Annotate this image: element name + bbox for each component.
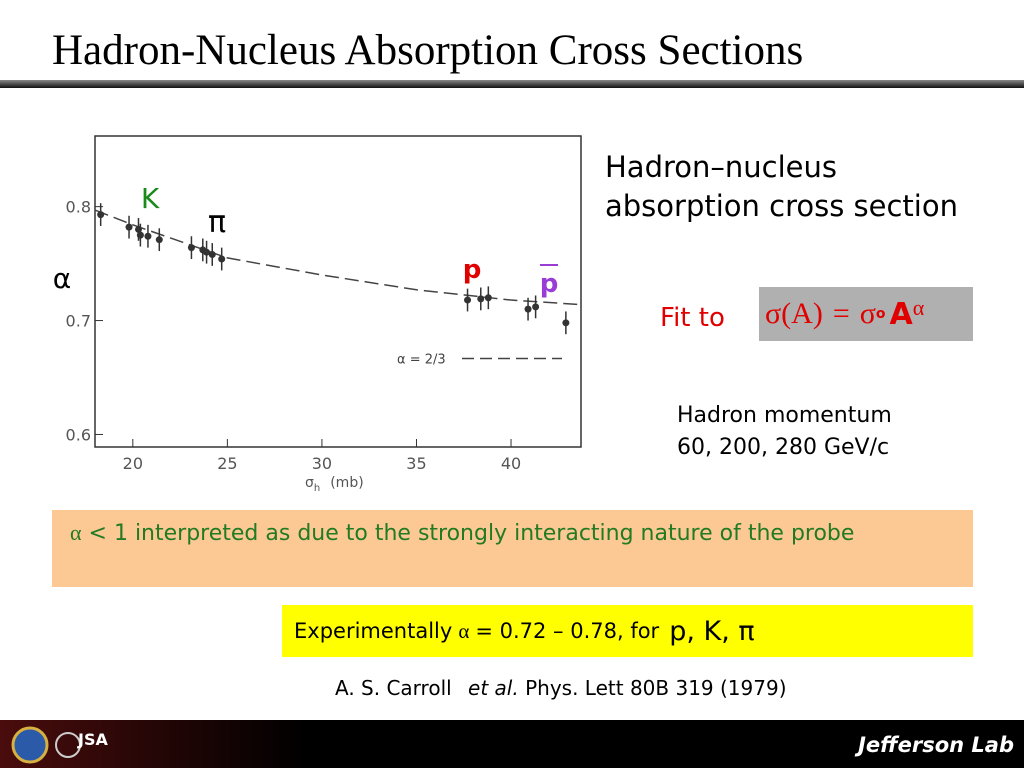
reference-label: α = 2/3	[397, 352, 446, 367]
result-prefix: Experimentally	[294, 619, 453, 643]
title-rule	[0, 80, 1024, 88]
data-point	[532, 303, 540, 311]
chart: 0.6 0.7 0.8 20 25 30 35 40 α σh (mb) α = 2/3 Kπ p p	[53, 135, 582, 494]
note-text: < 1 interpreted as due to the strongly i…	[88, 521, 855, 546]
description: Hadron–nucleus absorption cross section	[605, 148, 958, 226]
data-point	[136, 231, 144, 239]
description-line: absorption cross section	[605, 189, 958, 223]
formula-base: A	[889, 296, 913, 332]
citation: A. S. Carroll et al. Phys. Lett 80B 319 …	[335, 676, 787, 700]
x-tick-label: 25	[217, 454, 237, 473]
fit-label: Fit to	[660, 303, 725, 333]
citation-author: A. S. Carroll	[335, 676, 452, 700]
particle-label: π	[208, 205, 226, 240]
citation-journal: Phys. Lett 80B 319 (1979)	[525, 676, 787, 700]
particle-label: p	[463, 255, 482, 285]
data-point	[524, 305, 532, 313]
data-point	[562, 319, 570, 327]
slide-title: Hadron-Nucleus Absorption Cross Sections	[52, 27, 804, 74]
data-point	[187, 244, 195, 252]
note-box: α < 1 interpreted as due to the strongly…	[52, 510, 973, 587]
particle-label: K	[141, 182, 160, 215]
x-label-unit: (mb)	[330, 475, 363, 491]
footer	[0, 720, 1024, 768]
formula-sub: o	[875, 306, 886, 322]
y-tick-label: 0.6	[66, 425, 91, 444]
plot-frame	[94, 135, 582, 448]
x-label-symbol: σ	[305, 475, 314, 491]
x-label-subscript: h	[314, 483, 320, 494]
data-point	[97, 211, 105, 219]
data-point	[477, 295, 485, 303]
data-point	[203, 248, 211, 256]
momentum: Hadron momentum 60, 200, 280 GeV/c	[677, 400, 892, 464]
description-line: Hadron–nucleus	[605, 150, 837, 184]
x-tick-label: 40	[501, 454, 521, 473]
y-axis-label: α	[53, 262, 71, 295]
result-text: = 0.72 – 0.78, for	[475, 619, 660, 643]
x-tick-label: 35	[406, 454, 426, 473]
footer-logos	[11, 726, 81, 764]
momentum-line: 60, 200, 280 GeV/c	[677, 435, 890, 460]
formula-exponent: α	[912, 295, 925, 320]
x-axis-label: σh (mb)	[305, 475, 364, 494]
data-point	[144, 232, 152, 240]
data-point	[484, 294, 492, 302]
formula: σ(A) = σ o A α	[759, 287, 973, 341]
formula-eq: =	[832, 297, 850, 330]
note-symbol: α	[70, 520, 82, 545]
particle-label: p	[540, 269, 559, 299]
jsa-text: JSA	[78, 730, 108, 749]
doe-logo	[11, 726, 49, 764]
citation-etal: et al.	[468, 676, 519, 700]
x-tick-label: 30	[312, 454, 332, 473]
momentum-line: Hadron momentum	[677, 403, 892, 428]
formula-sigma: σ	[859, 297, 876, 330]
y-tick-label: 0.7	[66, 312, 91, 331]
fit-line	[94, 209, 582, 306]
data-point	[464, 296, 472, 304]
data-point	[218, 255, 226, 263]
x-tick-label: 20	[123, 454, 143, 473]
result-particles: p, K, π	[669, 615, 755, 647]
data-point	[208, 250, 216, 258]
data-point	[125, 223, 133, 231]
y-tick-label: 0.8	[66, 198, 91, 217]
data-point	[155, 236, 163, 244]
result-symbol: α	[458, 618, 470, 643]
brand: Jefferson Lab	[858, 733, 1014, 757]
jsa-logo	[55, 732, 81, 758]
formula-lhs: σ(A)	[765, 297, 823, 330]
result-box: Experimentally α = 0.72 – 0.78, for p, K…	[282, 605, 973, 657]
